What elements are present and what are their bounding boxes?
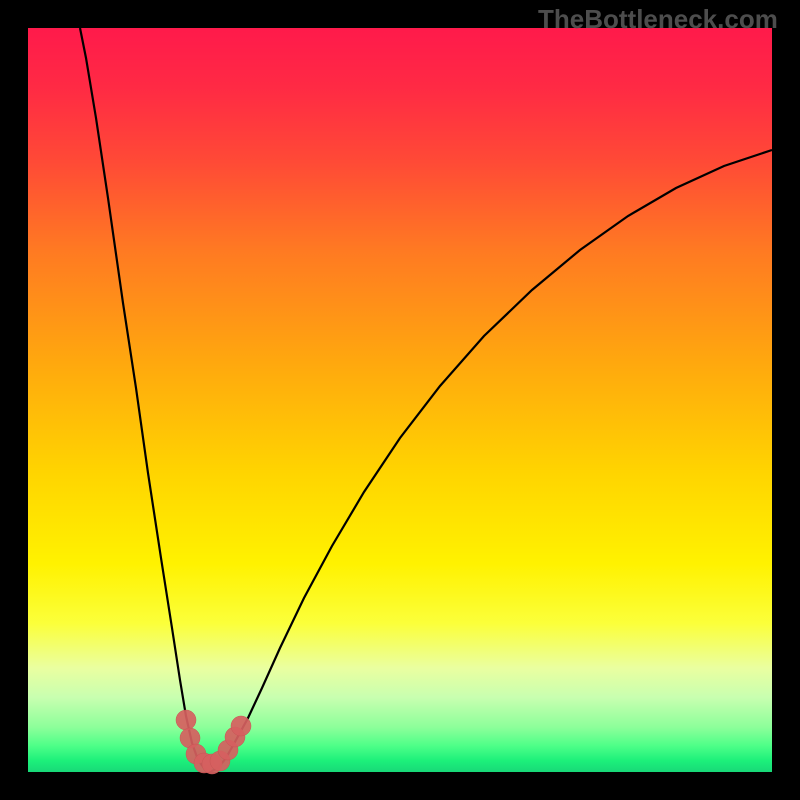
chart-plot-area [28, 28, 772, 772]
marker-point [176, 710, 196, 730]
chart-frame: TheBottleneck.com [0, 0, 800, 800]
marker-point [231, 716, 251, 736]
highlight-markers [28, 28, 772, 772]
